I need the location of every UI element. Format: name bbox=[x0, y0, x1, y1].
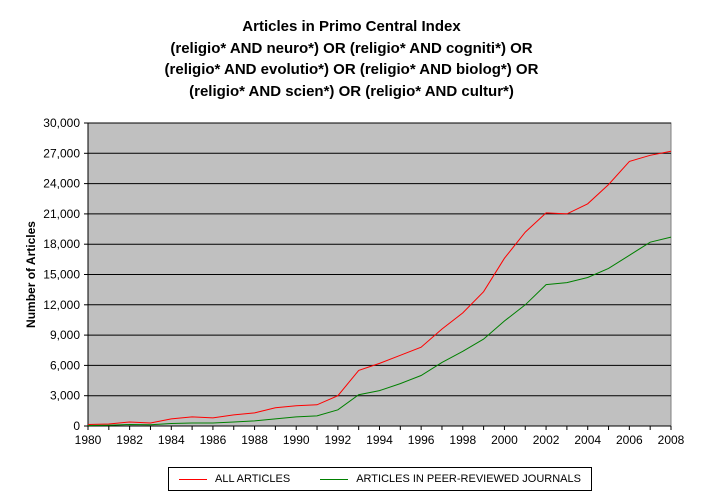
data-point bbox=[170, 422, 173, 425]
chart-title: Articles in Primo Central Index (religio… bbox=[0, 16, 703, 102]
data-point bbox=[628, 160, 631, 163]
data-point bbox=[191, 415, 194, 418]
data-point bbox=[316, 403, 319, 406]
data-point bbox=[565, 212, 568, 215]
data-point bbox=[87, 424, 90, 427]
data-point bbox=[274, 406, 277, 409]
data-point bbox=[607, 183, 610, 186]
x-tick-label: 1998 bbox=[449, 433, 476, 447]
data-point bbox=[295, 415, 298, 418]
x-tick-label: 1994 bbox=[366, 433, 393, 447]
data-point bbox=[545, 283, 548, 286]
data-point bbox=[211, 422, 214, 425]
data-point bbox=[170, 417, 173, 420]
chart-title-line: (religio* AND scien*) OR (religio* AND c… bbox=[189, 82, 514, 100]
data-point bbox=[482, 290, 485, 293]
data-point bbox=[607, 267, 610, 270]
x-tick-label: 1984 bbox=[158, 433, 185, 447]
x-tick-label: 1996 bbox=[408, 433, 435, 447]
data-point bbox=[524, 303, 527, 306]
y-tick-label: 27,000 bbox=[43, 146, 80, 160]
data-point bbox=[503, 320, 506, 323]
data-point bbox=[378, 389, 381, 392]
data-point bbox=[503, 257, 506, 260]
y-tick-label: 15,000 bbox=[43, 268, 80, 282]
data-point bbox=[670, 150, 673, 153]
legend-swatch-peer-reviewed bbox=[320, 478, 349, 480]
data-point bbox=[253, 411, 256, 414]
y-axis-label: Number of Articles bbox=[24, 221, 38, 328]
x-tick-label: 1992 bbox=[325, 433, 352, 447]
data-point bbox=[399, 382, 402, 385]
x-tick-label: 2008 bbox=[658, 433, 685, 447]
data-point bbox=[670, 236, 673, 239]
x-tick-label: 2006 bbox=[616, 433, 643, 447]
x-tick-label: 2002 bbox=[533, 433, 560, 447]
data-point bbox=[461, 350, 464, 353]
y-tick-label: 6,000 bbox=[50, 358, 80, 372]
data-point bbox=[295, 404, 298, 407]
data-point bbox=[128, 423, 131, 426]
legend-item-peer-reviewed: ARTICLES IN PEER-REVIEWED JOURNALS bbox=[310, 473, 581, 485]
x-tick-label: 1980 bbox=[75, 433, 102, 447]
chart-title-line: (religio* AND evolutio*) OR (religio* AN… bbox=[164, 61, 539, 78]
x-tick-label: 1988 bbox=[241, 433, 268, 447]
y-tick-label: 12,000 bbox=[43, 298, 80, 312]
x-tick-label: 1990 bbox=[283, 433, 310, 447]
data-point bbox=[253, 419, 256, 422]
data-point bbox=[586, 276, 589, 279]
chart-title-line: (religio* AND neuro*) OR (religio* AND c… bbox=[170, 39, 533, 57]
data-point bbox=[482, 338, 485, 341]
x-tick-label: 1986 bbox=[200, 433, 227, 447]
data-point bbox=[524, 231, 527, 234]
data-point bbox=[357, 393, 360, 396]
y-tick-label: 3,000 bbox=[50, 389, 80, 403]
data-point bbox=[232, 413, 235, 416]
y-tick-label: 9,000 bbox=[50, 328, 80, 342]
chart-title-line: Articles in Primo Central Index bbox=[242, 18, 461, 35]
data-point bbox=[357, 369, 360, 372]
data-point bbox=[565, 281, 568, 284]
data-point bbox=[586, 202, 589, 205]
legend-item-all-articles: ALL ARTICLES bbox=[169, 473, 290, 485]
legend-label: ALL ARTICLES bbox=[215, 473, 291, 485]
data-point bbox=[399, 354, 402, 357]
data-point bbox=[378, 362, 381, 365]
data-point bbox=[545, 211, 548, 214]
data-point bbox=[191, 422, 194, 425]
data-point bbox=[461, 311, 464, 314]
y-tick-label: 21,000 bbox=[43, 207, 80, 221]
legend-label: ARTICLES IN PEER-REVIEWED JOURNALS bbox=[356, 473, 581, 485]
data-point bbox=[107, 424, 110, 427]
chart-legend: ALL ARTICLES ARTICLES IN PEER-REVIEWED J… bbox=[168, 467, 592, 491]
data-point bbox=[628, 254, 631, 257]
data-point bbox=[274, 417, 277, 420]
data-point bbox=[420, 374, 423, 377]
data-point bbox=[441, 328, 444, 331]
y-tick-label: 30,000 bbox=[43, 116, 80, 130]
y-tick-label: 24,000 bbox=[43, 177, 80, 191]
series-line-0 bbox=[87, 150, 672, 425]
x-tick-label: 2000 bbox=[491, 433, 518, 447]
series-line-1 bbox=[87, 236, 672, 426]
data-point bbox=[149, 423, 152, 426]
x-tick-label: 1982 bbox=[116, 433, 143, 447]
y-tick-label: 18,000 bbox=[43, 237, 80, 251]
data-point bbox=[336, 394, 339, 397]
y-tick-label: 0 bbox=[73, 419, 80, 433]
data-point bbox=[649, 241, 652, 244]
data-point bbox=[316, 414, 319, 417]
data-point bbox=[649, 154, 652, 157]
data-point bbox=[420, 346, 423, 349]
x-tick-label: 2004 bbox=[574, 433, 601, 447]
data-point bbox=[441, 361, 444, 364]
legend-swatch-all-articles bbox=[179, 478, 207, 480]
data-point bbox=[211, 416, 214, 419]
data-point bbox=[336, 408, 339, 411]
data-point bbox=[232, 421, 235, 424]
